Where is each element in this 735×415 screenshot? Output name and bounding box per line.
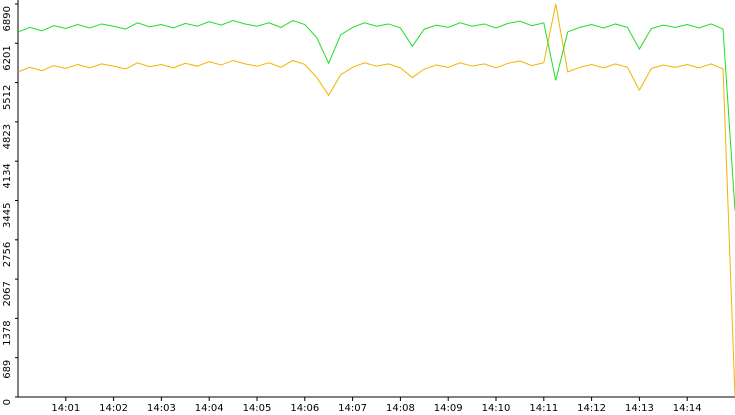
y-tick-label: 3445 (2, 203, 13, 228)
y-tick-label: 6201 (2, 45, 13, 70)
x-tick-label: 14:06 (290, 403, 319, 414)
x-tick-label: 14:02 (99, 403, 128, 414)
x-tick-label: 14:14 (673, 403, 702, 414)
y-tick-label: 2756 (2, 242, 13, 267)
x-tick-label: 14:01 (51, 403, 80, 414)
y-tick-label: 4823 (2, 124, 13, 149)
y-tick-label: 4134 (2, 163, 13, 188)
x-tick-label: 14:11 (529, 403, 558, 414)
series-line (17, 3, 735, 398)
y-tick-label: 5512 (2, 85, 13, 110)
y-tick-label: 0 (2, 399, 13, 405)
x-tick-label: 14:12 (577, 403, 606, 414)
x-tick-label: 14:05 (243, 403, 272, 414)
series-line (17, 19, 735, 211)
x-tick-label: 14:09 (434, 403, 463, 414)
x-tick-label: 14:03 (147, 403, 176, 414)
x-tick-label: 14:08 (386, 403, 415, 414)
x-tick-label: 14:10 (482, 403, 511, 414)
x-tick-label: 14:07 (338, 403, 367, 414)
x-tick-label: 14:13 (625, 403, 654, 414)
y-tick-label: 689 (2, 360, 13, 379)
y-tick-label: 1378 (2, 320, 13, 345)
y-tick-label: 6890 (2, 6, 13, 31)
x-tick-label: 14:04 (195, 403, 224, 414)
y-tick-label: 2067 (2, 281, 13, 306)
